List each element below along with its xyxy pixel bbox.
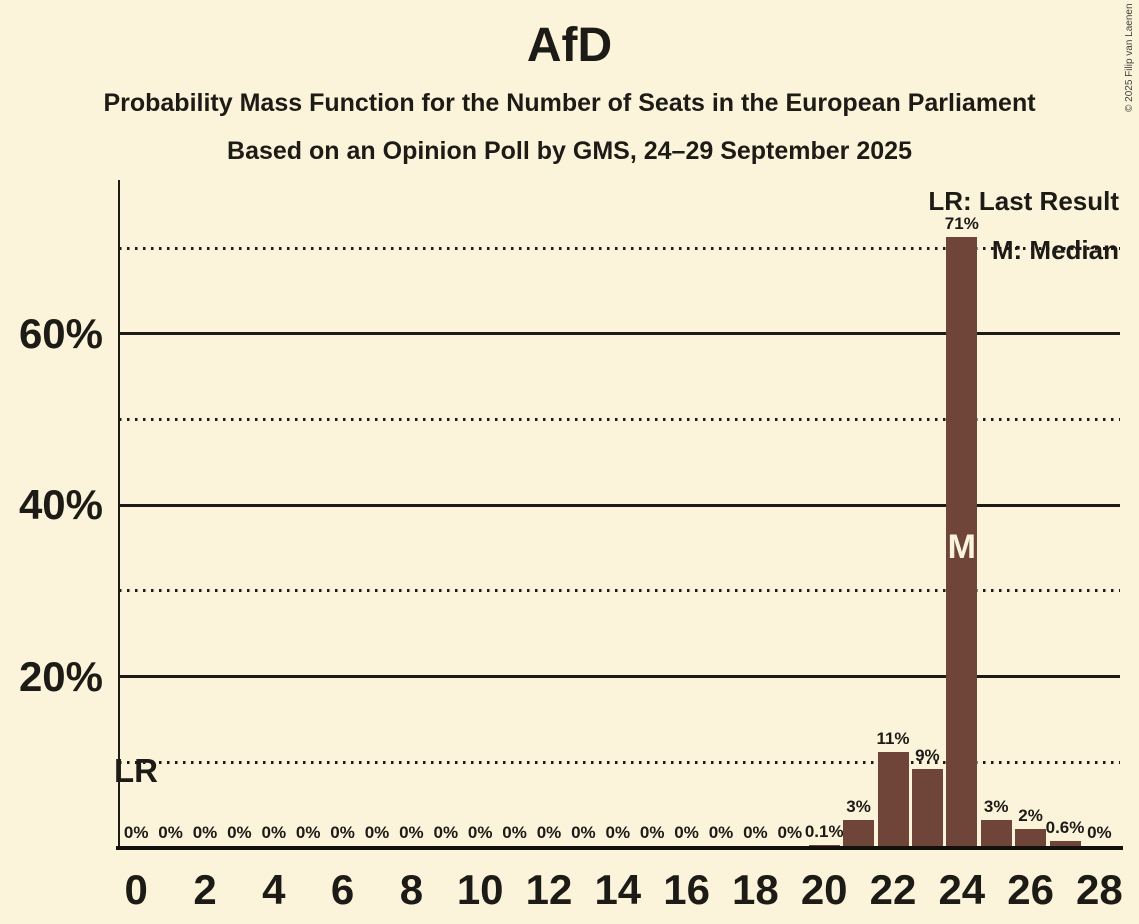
bar-seat-25	[980, 820, 1012, 846]
bar-label-seat-12: 0%	[536, 823, 562, 842]
x-tick-24: 24	[938, 866, 986, 913]
y-tick-60: 60%	[18, 309, 103, 357]
x-tick-10: 10	[456, 866, 504, 913]
bar-label-seat-26: 2%	[1018, 805, 1043, 825]
bar-label-seat-7: 0%	[364, 823, 390, 842]
legend-last-result: LR: Last Result	[928, 186, 1119, 216]
copyright-notice: © 2025 Filip van Laenen	[1124, 3, 1135, 112]
x-tick-18: 18	[732, 866, 779, 913]
bar-seat-24	[946, 237, 978, 846]
bar-label-seat-14: 0%	[605, 823, 631, 842]
x-tick-0: 0	[124, 866, 148, 913]
bar-label-seat-24: 71%	[944, 214, 979, 234]
bar-label-seat-18: 0%	[743, 823, 768, 842]
gridline-dotted-50pct	[119, 417, 1120, 421]
bar-seat-22	[877, 751, 909, 846]
x-tick-20: 20	[800, 866, 848, 913]
bar-label-seat-21: 3%	[846, 797, 871, 817]
bar-seat-27	[1049, 840, 1081, 846]
bar-label-seat-15: 0%	[639, 823, 665, 842]
chart-poll-source: Based on an Opinion Poll by GMS, 24–29 S…	[227, 137, 912, 165]
bar-label-seat-20: 0.1%	[804, 822, 844, 842]
bar-label-seat-17: 0%	[708, 823, 734, 842]
bar-label-seat-0: 0%	[123, 823, 149, 842]
x-tick-12: 12	[525, 866, 573, 913]
bar-seat-26	[1015, 828, 1047, 846]
bar-label-seat-22: 11%	[876, 728, 910, 748]
bar-label-seat-13: 0%	[571, 823, 596, 842]
bar-label-seat-19: 0%	[777, 823, 803, 842]
bar-seat-20	[808, 845, 840, 846]
gridline-dotted-70pct	[119, 246, 1120, 250]
y-tick-20: 20%	[18, 652, 103, 700]
bar-label-seat-3: 0%	[227, 823, 252, 842]
bar-label-seat-8: 0%	[399, 823, 424, 842]
x-tick-28: 28	[1076, 866, 1123, 913]
bar-label-seat-16: 0%	[674, 823, 699, 842]
bar-seat-23	[911, 768, 943, 846]
bar-label-seat-25: 3%	[983, 797, 1009, 817]
legend-median: M: Median	[991, 235, 1119, 265]
x-tick-16: 16	[663, 866, 710, 913]
bar-label-seat-28: 0%	[1087, 823, 1112, 842]
gridline-solid-20pct	[119, 675, 1120, 679]
x-axis-line	[116, 846, 1123, 850]
bar-label-seat-6: 0%	[330, 823, 355, 842]
y-tick-40: 40%	[18, 481, 103, 529]
x-tick-4: 4	[262, 866, 286, 913]
median-marker: M	[947, 528, 976, 566]
x-tick-6: 6	[330, 866, 355, 913]
bar-seat-21	[843, 820, 875, 846]
chart-subtitle: Probability Mass Function for the Number…	[103, 89, 1036, 117]
gridline-dotted-30pct	[119, 589, 1120, 593]
bar-label-seat-27: 0.6%	[1045, 817, 1085, 837]
y-axis-line	[118, 180, 120, 850]
bar-label-seat-2: 0%	[192, 823, 218, 842]
bar-label-seat-5: 0%	[295, 823, 321, 842]
bar-label-seat-11: 0%	[502, 823, 527, 842]
x-tick-22: 22	[869, 866, 917, 913]
x-tick-14: 14	[594, 866, 642, 913]
last-result-marker: LR	[114, 752, 158, 789]
bar-label-seat-10: 0%	[467, 823, 493, 842]
x-tick-26: 26	[1007, 866, 1054, 913]
gridline-dotted-10pct	[119, 760, 1120, 764]
gridline-solid-60pct	[119, 332, 1120, 336]
bar-label-seat-1: 0%	[158, 823, 183, 842]
gridline-solid-40pct	[119, 503, 1120, 507]
chart-title: AfD	[526, 19, 613, 72]
bar-label-seat-9: 0%	[433, 823, 459, 842]
x-tick-2: 2	[193, 866, 217, 913]
x-tick-8: 8	[399, 866, 424, 913]
bar-label-seat-4: 0%	[261, 823, 287, 842]
bar-label-seat-23: 9%	[915, 745, 940, 765]
